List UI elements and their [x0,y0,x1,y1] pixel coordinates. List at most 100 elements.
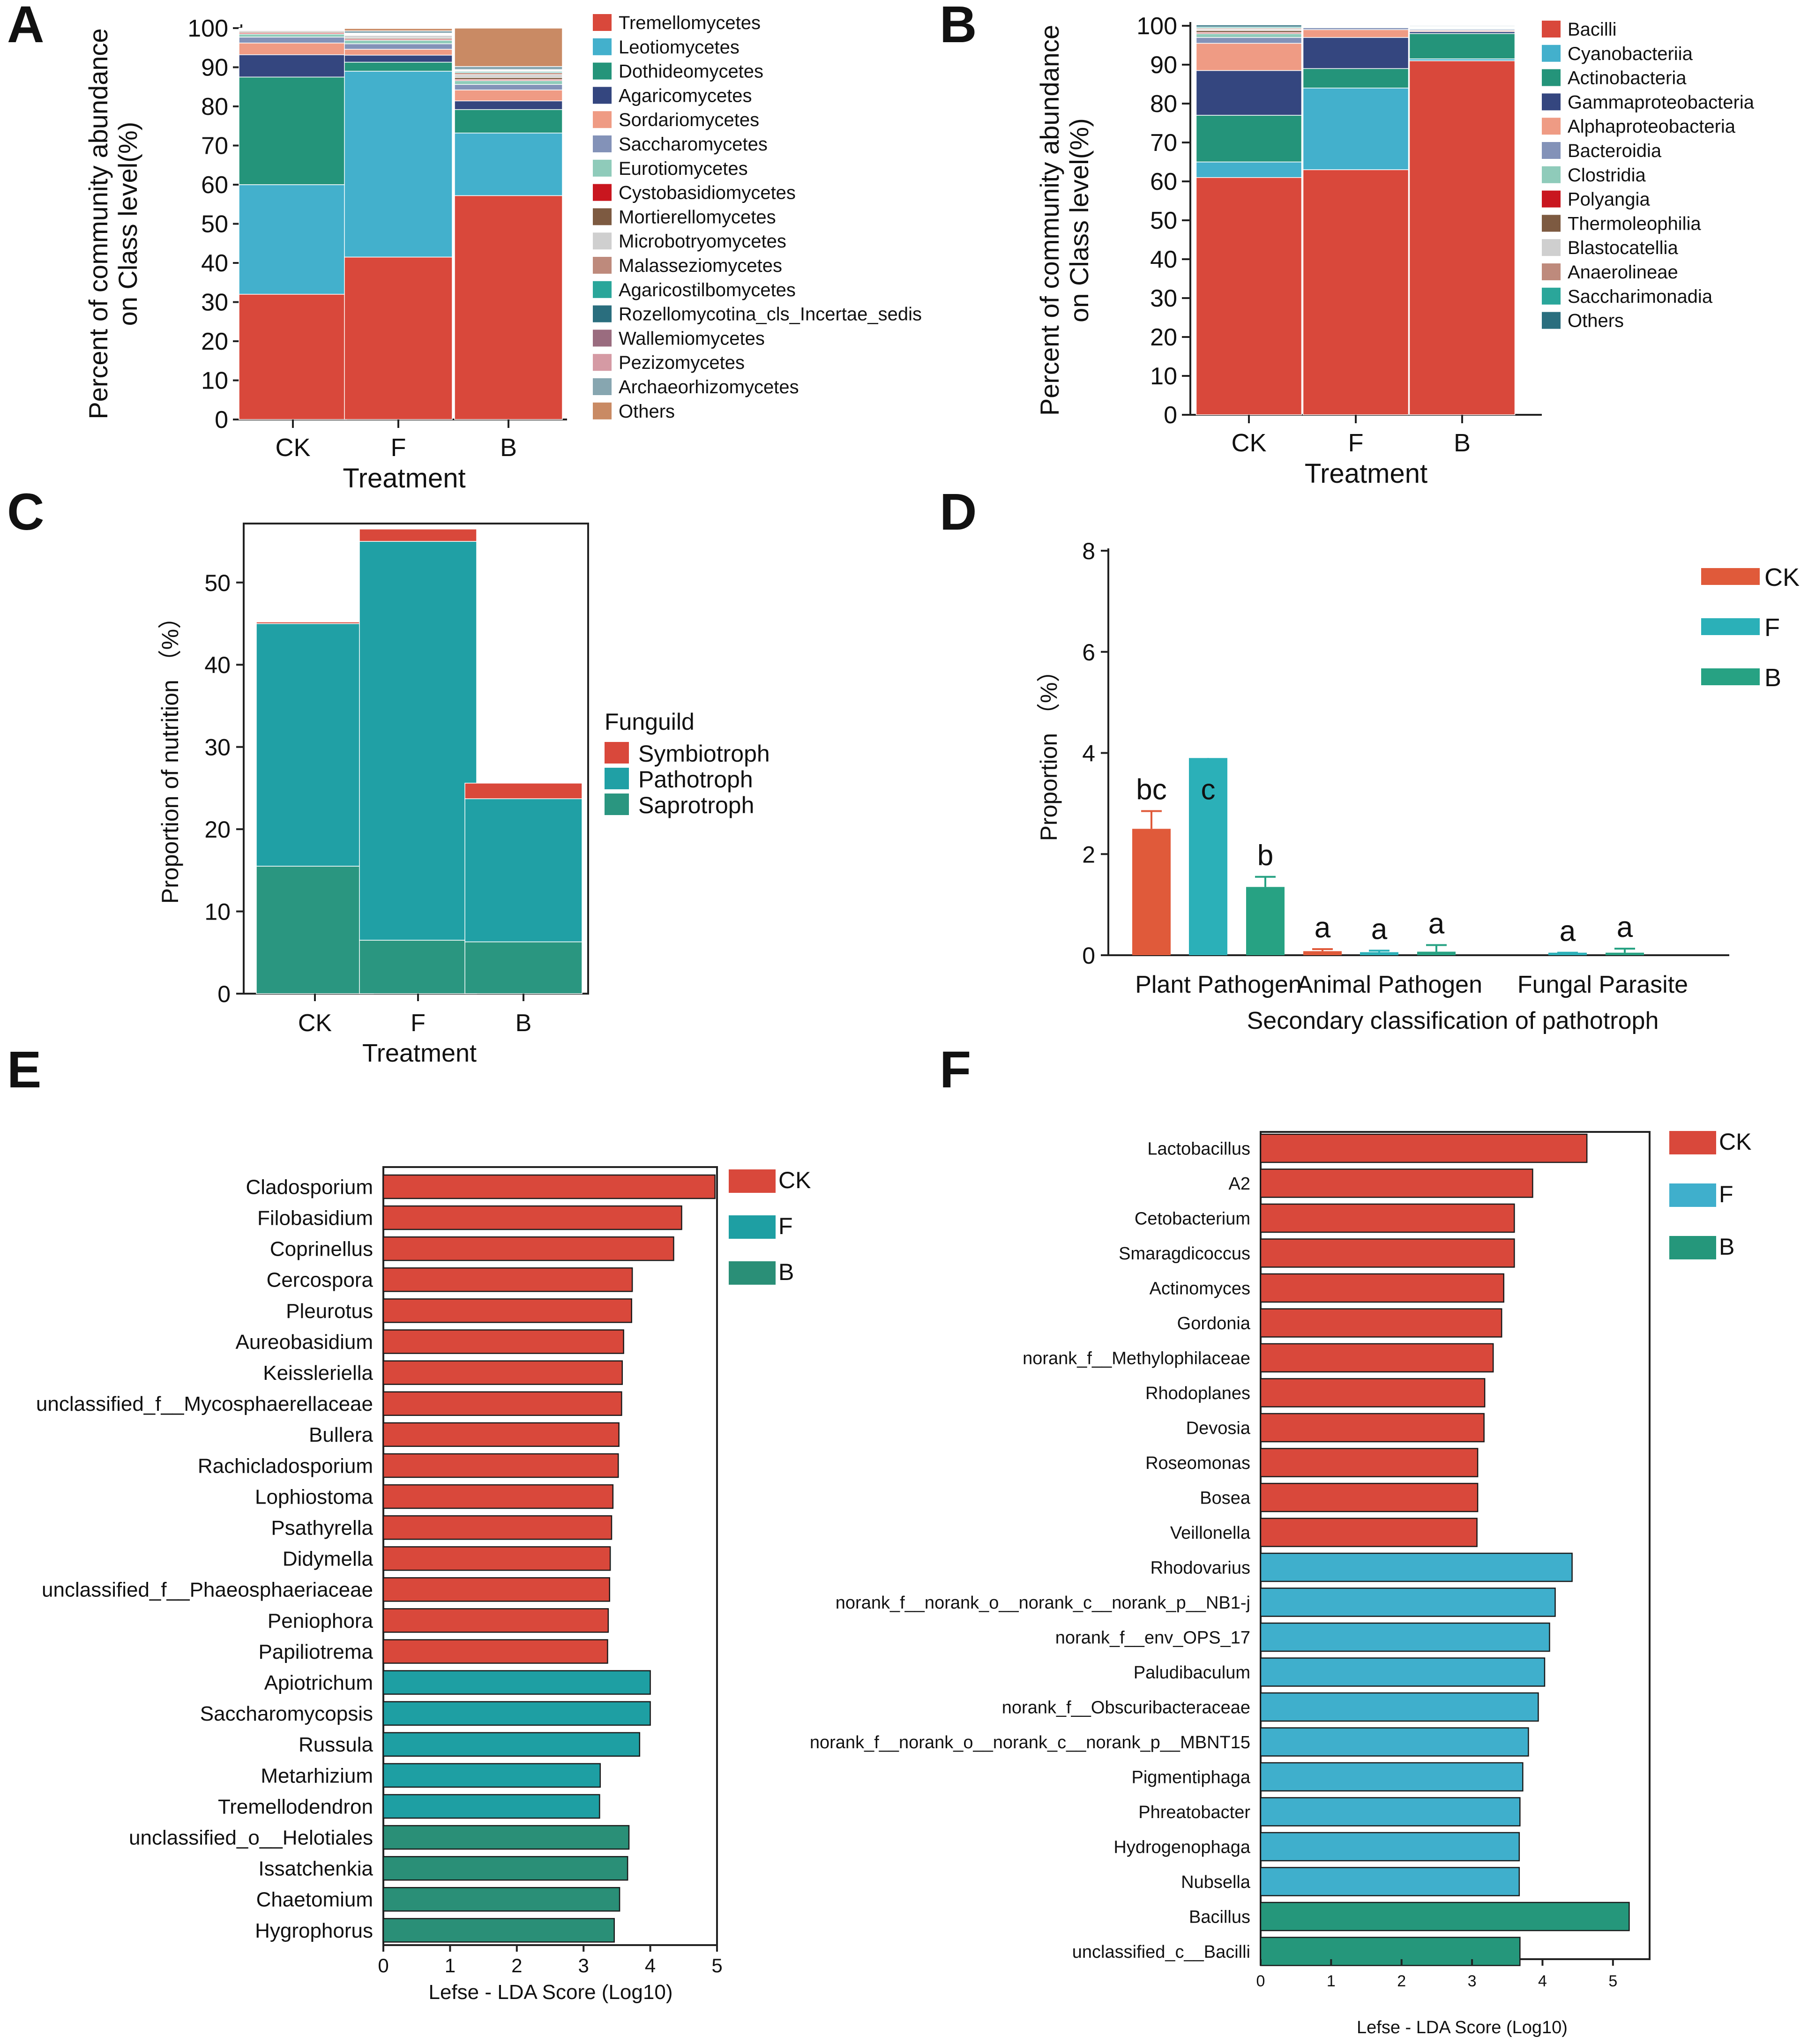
bar-label-apiotrichum: Apiotrichum [264,1671,373,1694]
bar-b-tremellomycetes [454,195,563,420]
bar-psathyrella [382,1515,613,1540]
bar-actinomyces [1260,1273,1505,1303]
bar-ck-pathotroph [256,623,374,867]
legend-label-sordariomycetes: Sordariomycetes [619,110,759,130]
y-axis-title-line: Proportion （%） [1036,659,1062,841]
bar-label-lophiostoma: Lophiostoma [255,1485,373,1508]
bar-f-sordariomycetes [344,49,453,56]
legend-swatch-cyanobacteriia [1542,45,1561,62]
legend-label-rozellomycotina-cls-incertae-sedis: Rozellomycotina_cls_Incertae_sedis [619,304,922,325]
bar-b-others [454,28,563,67]
y-tick-label: 4 [1082,741,1095,767]
bar-label-rhodoplanes: Rhodoplanes [1145,1384,1250,1403]
bar-fungal-parasite-b [1606,952,1644,955]
legend-label-ck: CK [1764,563,1800,591]
significance-letter-plant-pathogen-f: c [1201,774,1216,806]
panel-label-D: D [940,483,977,541]
bar-animal-pathogen-b [1417,951,1456,955]
bar-ck-archaeorhizomycetes [239,28,347,29]
y-tick-label: 70 [201,133,228,160]
bar-keissleriella [382,1360,623,1385]
legend-swatch-mortierellomycetes [593,208,612,225]
panel-label-C: C [7,483,44,541]
bar-russula [382,1732,641,1757]
significance-letter-plant-pathogen-ck: bc [1136,774,1166,806]
panel-label-F: F [940,1041,971,1099]
x-tick-label: CK [298,1010,332,1037]
y-tick-label: 90 [201,54,228,82]
legend-swatch-tremellomycetes [593,14,612,31]
legend-label-pathotroph: Pathotroph [638,766,753,793]
bar-a2 [1260,1168,1533,1198]
legend-label-anaerolineae: Anaerolineae [1568,262,1678,283]
legend-swatch-f [729,1215,776,1239]
bar-label-smaragdicoccus: Smaragdicoccus [1119,1244,1250,1264]
bar-label-unclassified-f-mycosphaerellaceae: unclassified_f__Mycosphaerellaceae [36,1393,373,1415]
panel-label-B: B [940,0,977,53]
x-axis-title: Treatment [343,463,465,494]
x-tick-label: 4 [1538,1972,1547,1990]
panel-label-A: A [7,0,44,53]
legend-swatch-ck [729,1169,776,1193]
bar-label-devosia: Devosia [1186,1418,1251,1438]
bar-f-cyanobacteriia [1302,88,1409,170]
y-axis-title-line: Percent of community abundance [1035,25,1064,416]
legend-swatch-bacilli [1542,21,1561,37]
legend-label-f: F [1719,1181,1733,1207]
bar-label-veillonella: Veillonella [1170,1523,1251,1543]
bar-label-rachicladosporium: Rachicladosporium [198,1454,373,1477]
bar-saccharomycopsis [382,1701,651,1726]
legend-label-blastocatellia: Blastocatellia [1568,238,1678,258]
significance-letter-animal-pathogen-f: a [1371,913,1388,945]
bar-label-lactobacillus: Lactobacillus [1147,1139,1250,1159]
x-tick-label: 5 [1608,1972,1617,1990]
bar-pleurotus [382,1298,632,1323]
bar-label-norank-f-methylophilaceae: norank_f__Methylophilaceae [1023,1348,1250,1368]
legend-label-saccharomycetes: Saccharomycetes [619,134,768,155]
bar-label-filobasidium: Filobasidium [257,1207,373,1230]
legend-swatch-anaerolineae [1542,263,1561,280]
bar-label-roseomonas: Roseomonas [1145,1453,1250,1473]
x-tick-label: 4 [645,1954,656,1977]
legend-swatch-bacteroidia [1542,142,1561,159]
x-tick-label: Animal Pathogen [1297,971,1482,998]
y-tick-label: 40 [201,250,228,277]
x-tick-label: 3 [578,1954,589,1977]
x-tick-label: Fungal Parasite [1517,971,1688,998]
bar-b-saccharomycetes [454,84,563,90]
bar-b-pathotroph [464,798,583,943]
bar-ck-others [1195,24,1302,28]
legend-swatch-alphaproteobacteria [1542,118,1561,135]
bar-lactobacillus [1260,1133,1588,1163]
bar-f-saccharomycetes [344,43,453,50]
legend-swatch-cystobasidiomycetes [593,184,612,201]
bar-f-leotiomycetes [344,71,453,258]
legend-label-ck: CK [1719,1129,1751,1155]
bar-f-archaeorhizomycetes [344,30,453,34]
bar-label-unclassified-o-helotiales: unclassified_o__Helotiales [129,1827,373,1849]
bar-norank-f-env-ops-17 [1260,1622,1550,1652]
bar-peniophora [382,1608,609,1633]
bar-hygrophorus [382,1918,615,1943]
chart-panel-C: 0 10 20 30 40 50 CK F B Treatment Proportion of nu… [157,523,770,1067]
y-tick-label: 100 [187,15,228,42]
bar-label-gordonia: Gordonia [1177,1314,1251,1333]
x-tick-label: F [391,434,406,462]
legend-label-others: Others [1568,311,1624,331]
legend-label-others: Others [619,401,675,422]
y-tick-label: 70 [1150,129,1177,157]
x-axis-title: Treatment [362,1039,477,1067]
y-tick-label: 10 [1150,363,1177,390]
bar-ck-actinobacteria [1195,115,1302,163]
legend-label-agaricostilbomycetes: Agaricostilbomycetes [619,280,796,300]
x-tick-label: F [1348,429,1364,457]
chart-panel-B: 0 10 20 30 40 50 60 70 80 90 100 CK F B Treatment Perce… [1035,13,1755,489]
legend-title: Funguild [605,709,695,735]
bar-rhodoplanes [1260,1378,1486,1408]
bar-f-dothideomycetes [344,61,453,72]
bar-f-microbotryomycetes [344,35,453,38]
bar-nubsella [1260,1867,1520,1896]
bar-label-papiliotrema: Papiliotrema [258,1640,373,1663]
legend-label-cystobasidiomycetes: Cystobasidiomycetes [619,183,796,203]
